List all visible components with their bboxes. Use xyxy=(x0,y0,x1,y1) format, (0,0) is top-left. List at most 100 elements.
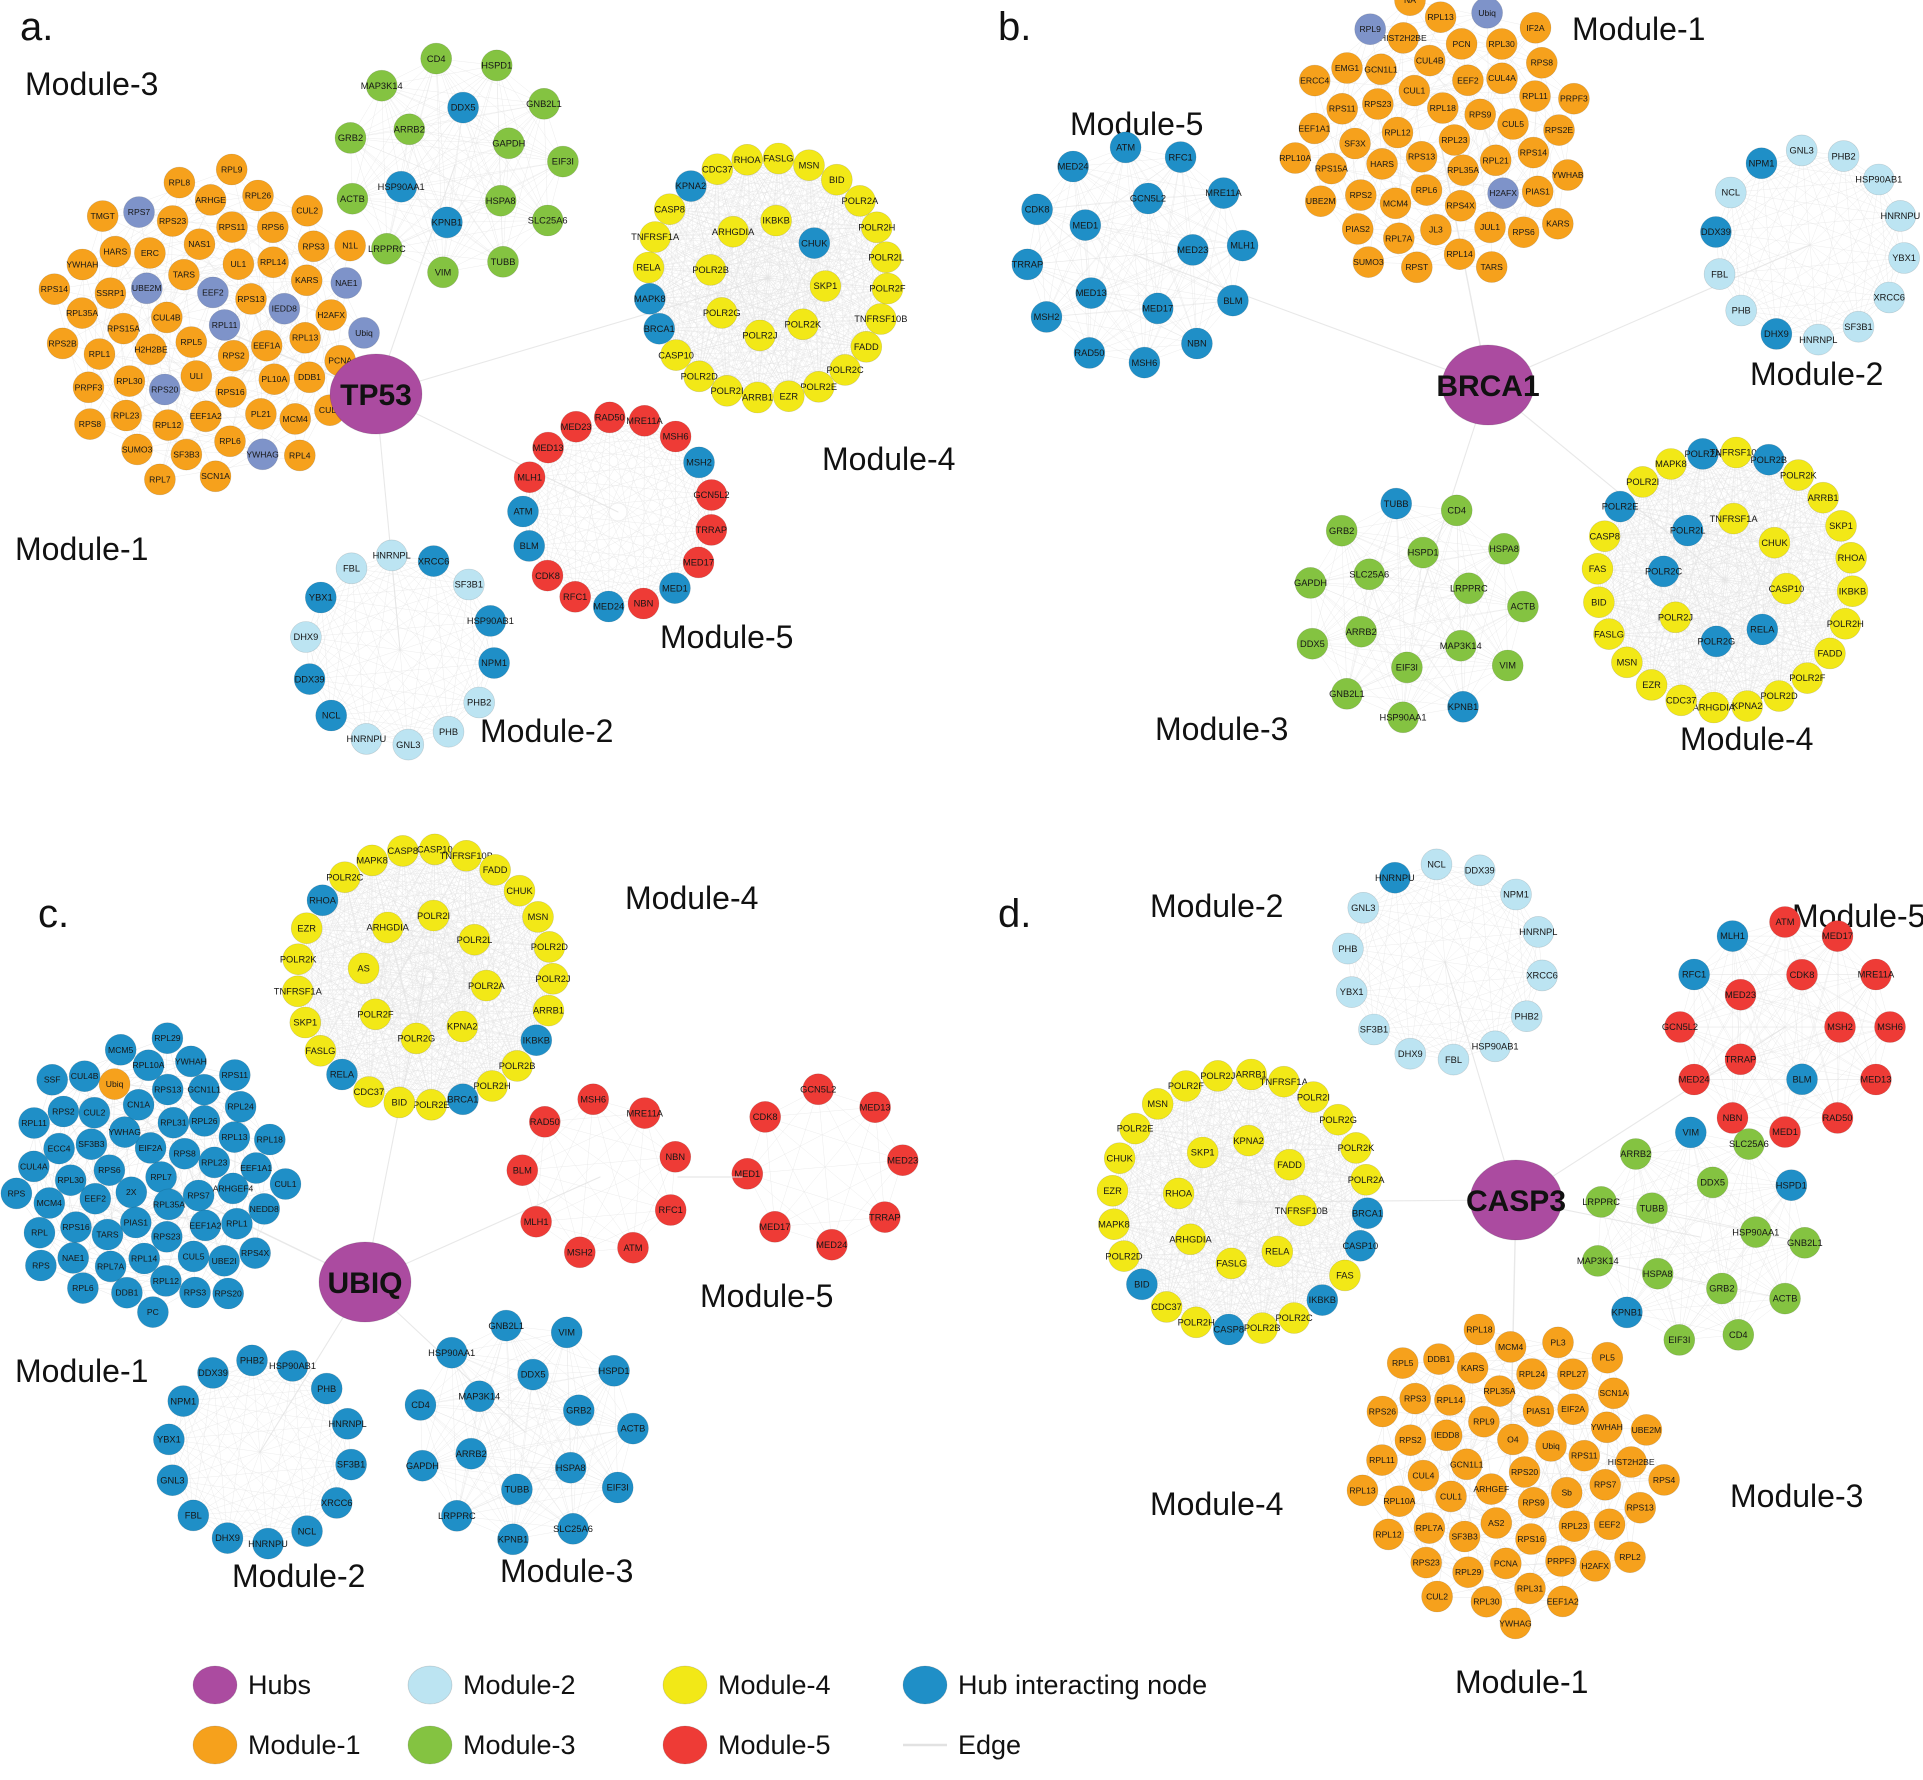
svg-text:RPS14: RPS14 xyxy=(41,284,68,294)
svg-text:YWHAB: YWHAB xyxy=(1552,170,1584,180)
svg-text:RPL26: RPL26 xyxy=(245,190,271,200)
svg-text:NAE1: NAE1 xyxy=(335,278,358,288)
svg-text:RPL9: RPL9 xyxy=(221,165,243,175)
svg-text:Module-4: Module-4 xyxy=(1150,1486,1283,1522)
svg-text:BLM: BLM xyxy=(513,1165,532,1175)
svg-text:MSN: MSN xyxy=(528,912,549,922)
svg-text:POLR2L: POLR2L xyxy=(457,935,493,945)
svg-text:EZR: EZR xyxy=(1642,680,1661,690)
svg-text:ARRB2: ARRB2 xyxy=(1346,627,1377,637)
svg-text:KPNA2: KPNA2 xyxy=(1233,1136,1264,1146)
svg-text:MCM4: MCM4 xyxy=(283,414,309,424)
svg-text:RPL24: RPL24 xyxy=(227,1102,253,1112)
svg-text:POLR2A: POLR2A xyxy=(842,196,879,206)
svg-text:EMG1: EMG1 xyxy=(1335,63,1360,73)
svg-text:NBN: NBN xyxy=(665,1152,685,1162)
svg-text:RPL6: RPL6 xyxy=(219,436,241,446)
svg-text:GRB2: GRB2 xyxy=(1709,1284,1734,1294)
svg-text:FASLG: FASLG xyxy=(1216,1259,1246,1269)
svg-text:YBX1: YBX1 xyxy=(1340,987,1364,997)
svg-text:RPL13: RPL13 xyxy=(1427,12,1453,22)
svg-text:HIST2H2BE: HIST2H2BE xyxy=(1380,33,1427,43)
svg-text:CD4: CD4 xyxy=(427,54,446,64)
svg-text:LRPPRC: LRPPRC xyxy=(1582,1197,1620,1207)
svg-text:TARS: TARS xyxy=(96,1230,119,1240)
svg-text:KPNA2: KPNA2 xyxy=(1732,701,1763,711)
svg-text:POLR2K: POLR2K xyxy=(1338,1143,1375,1153)
svg-text:POLR2K: POLR2K xyxy=(280,954,317,964)
svg-text:RPST: RPST xyxy=(1405,262,1429,272)
svg-text:RPS2: RPS2 xyxy=(52,1106,75,1116)
svg-text:RPS2: RPS2 xyxy=(222,351,245,361)
svg-text:IF2A: IF2A xyxy=(1526,23,1544,33)
svg-text:RELA: RELA xyxy=(1265,1247,1290,1257)
svg-text:PRPF3: PRPF3 xyxy=(75,382,103,392)
svg-text:HSP90AA1: HSP90AA1 xyxy=(1732,1227,1779,1237)
svg-text:ARHGDIA: ARHGDIA xyxy=(1693,703,1736,713)
svg-text:CUL5: CUL5 xyxy=(183,1251,205,1261)
svg-text:RPS4X: RPS4X xyxy=(241,1248,269,1258)
svg-text:TNFRSF10B: TNFRSF10B xyxy=(854,314,907,324)
svg-text:RPL7A: RPL7A xyxy=(97,1261,124,1271)
svg-text:DHX9: DHX9 xyxy=(215,1533,240,1543)
svg-text:TRRAP: TRRAP xyxy=(869,1212,901,1222)
svg-text:MED24: MED24 xyxy=(593,602,624,612)
svg-text:ERC: ERC xyxy=(141,248,159,258)
svg-text:RPL14: RPL14 xyxy=(1446,249,1472,259)
svg-text:TARS: TARS xyxy=(173,270,196,280)
svg-text:RPS8: RPS8 xyxy=(1531,58,1554,68)
svg-text:ARRB2: ARRB2 xyxy=(456,1449,487,1459)
svg-text:GAPDH: GAPDH xyxy=(406,1461,439,1471)
svg-text:FASLG: FASLG xyxy=(305,1046,335,1056)
svg-text:SUMO3: SUMO3 xyxy=(1353,257,1384,267)
svg-text:Module-1: Module-1 xyxy=(15,1353,148,1389)
svg-text:MRE11A: MRE11A xyxy=(1858,970,1895,980)
svg-text:GNL3: GNL3 xyxy=(160,1475,184,1485)
svg-text:ARRB2: ARRB2 xyxy=(394,125,425,135)
svg-text:SSRP1: SSRP1 xyxy=(96,288,124,298)
svg-text:Module-4: Module-4 xyxy=(822,441,955,477)
svg-text:POLR2G: POLR2G xyxy=(1319,1115,1357,1125)
svg-text:HSP90AA1: HSP90AA1 xyxy=(1379,713,1426,723)
svg-text:PL21: PL21 xyxy=(251,409,271,419)
svg-text:MSH2: MSH2 xyxy=(567,1248,593,1258)
svg-text:ACTB: ACTB xyxy=(1511,602,1536,612)
svg-text:SCN1A: SCN1A xyxy=(201,471,230,481)
svg-text:BRCA1: BRCA1 xyxy=(644,324,675,334)
svg-text:RPS23: RPS23 xyxy=(1364,99,1391,109)
svg-text:RHOA: RHOA xyxy=(734,155,762,165)
svg-text:PHB: PHB xyxy=(439,727,458,737)
svg-text:RHOA: RHOA xyxy=(1838,553,1866,563)
svg-text:PIAS1: PIAS1 xyxy=(124,1217,149,1227)
svg-text:CHUK: CHUK xyxy=(801,238,828,248)
svg-text:SF3B1: SF3B1 xyxy=(455,580,483,590)
svg-text:TP53: TP53 xyxy=(340,379,412,412)
svg-text:Module-3: Module-3 xyxy=(25,66,158,102)
svg-text:BID: BID xyxy=(829,175,845,185)
svg-text:RAD50: RAD50 xyxy=(595,413,625,423)
svg-text:NAS1: NAS1 xyxy=(188,239,211,249)
svg-text:MSN: MSN xyxy=(1147,1099,1168,1109)
svg-text:GNB2L1: GNB2L1 xyxy=(1787,1238,1823,1248)
svg-text:DDX39: DDX39 xyxy=(198,1368,228,1378)
svg-text:RPS16: RPS16 xyxy=(217,387,244,397)
svg-text:DDX5: DDX5 xyxy=(521,1370,546,1380)
svg-text:HSP90AB1: HSP90AB1 xyxy=(467,616,514,626)
svg-text:CUL1: CUL1 xyxy=(275,1179,297,1189)
svg-text:RPL1: RPL1 xyxy=(89,349,111,359)
svg-text:CASP8: CASP8 xyxy=(388,846,419,856)
svg-text:RPL12: RPL12 xyxy=(1384,127,1410,137)
svg-text:PHB2: PHB2 xyxy=(240,1356,264,1366)
svg-text:RPL4: RPL4 xyxy=(289,450,311,460)
svg-text:MLH1: MLH1 xyxy=(524,1217,549,1227)
svg-text:EIF3I: EIF3I xyxy=(607,1483,629,1493)
svg-text:KPNB1: KPNB1 xyxy=(432,218,463,228)
svg-text:RFC1: RFC1 xyxy=(659,1205,683,1215)
svg-text:b.: b. xyxy=(998,5,1031,49)
svg-text:IEDD8: IEDD8 xyxy=(272,304,298,314)
svg-text:POLR2E: POLR2E xyxy=(1117,1124,1154,1134)
svg-text:HSPD1: HSPD1 xyxy=(1408,548,1439,558)
svg-text:CUL2: CUL2 xyxy=(83,1108,105,1118)
svg-text:RFC1: RFC1 xyxy=(563,592,587,602)
svg-text:RPS15A: RPS15A xyxy=(1315,164,1348,174)
